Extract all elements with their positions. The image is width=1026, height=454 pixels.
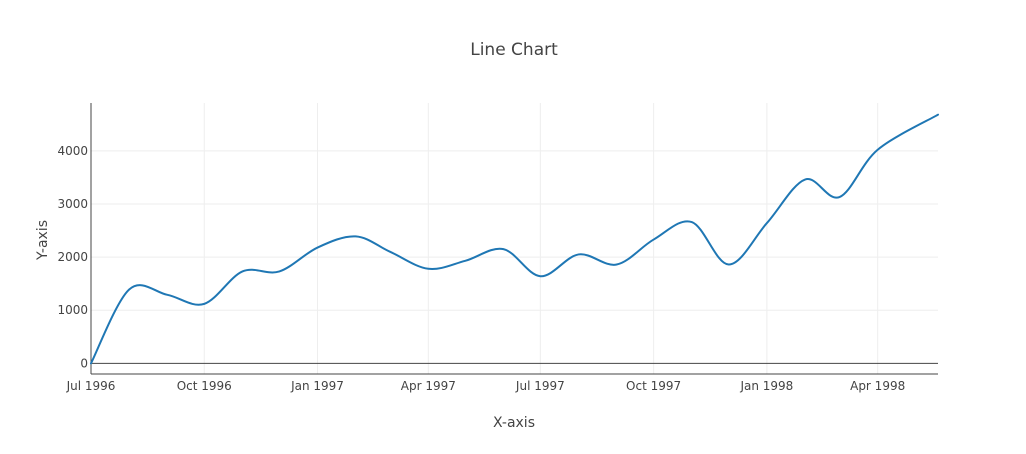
x-tick-label: Jul 1997 [515, 379, 565, 393]
series-layer [90, 113, 939, 365]
x-tick-label: Oct 1997 [626, 379, 681, 393]
grid-lines [91, 103, 938, 374]
x-tick-label: Apr 1998 [850, 379, 905, 393]
y-axis-label: Y-axis [35, 220, 51, 261]
y-tick-label: 1000 [57, 303, 88, 317]
x-tick-label: Apr 1997 [401, 379, 456, 393]
tick-labels: Jul 1996 Oct 1996 Jan 1997 Apr 1997 Jul 1997… [57, 144, 905, 393]
x-tick-label: Oct 1996 [177, 379, 232, 393]
y-tick-label: 0 [80, 356, 88, 370]
x-tick-label: Jul 1996 [66, 379, 116, 393]
y-tick-label: 3000 [57, 197, 88, 211]
x-tick-label: Jan 1997 [290, 379, 344, 393]
series-line [90, 113, 939, 365]
axes [90, 103, 938, 375]
x-axis-label: X-axis [493, 415, 535, 431]
x-tick-label: Jan 1998 [739, 379, 793, 393]
y-tick-label: 4000 [57, 144, 88, 158]
y-tick-label: 2000 [57, 250, 88, 264]
chart-title: Line Chart [470, 40, 558, 60]
